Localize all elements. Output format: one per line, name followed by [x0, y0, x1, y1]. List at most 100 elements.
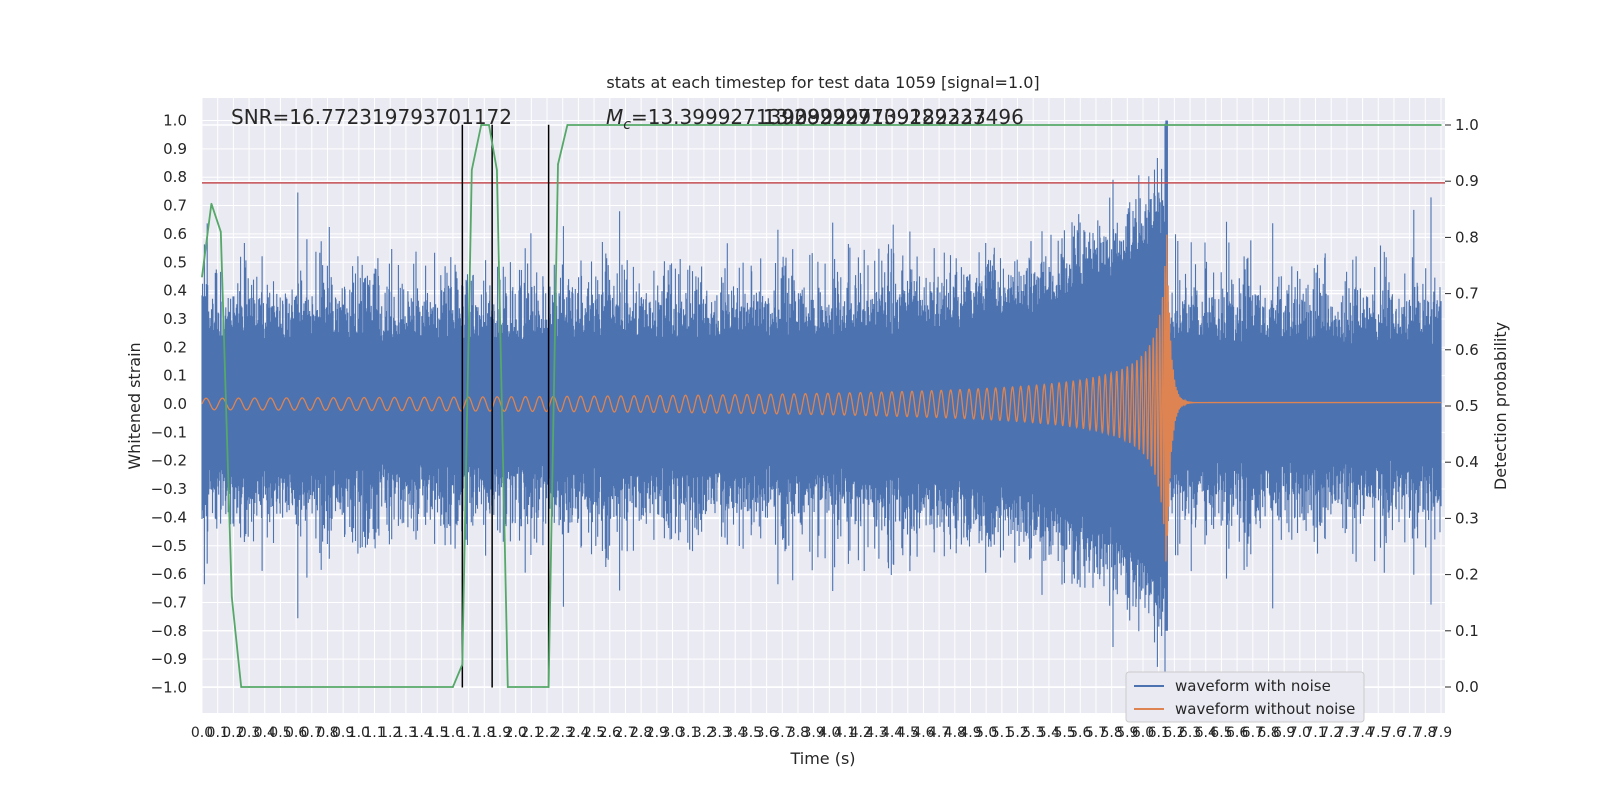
probability-point-17	[566, 124, 569, 126]
series-detection-probability	[201, 124, 1442, 688]
probability-point-10	[488, 124, 490, 126]
x-tick-label-70: 7.0	[1289, 725, 1311, 741]
probability-point-5	[248, 686, 250, 688]
probability-point-15	[547, 686, 550, 688]
overlapped-annotation-value: 13.399927139282227	[763, 105, 986, 129]
x-tick-label-60: 6.0	[1132, 725, 1154, 741]
y-tick-label-2: 0.8	[163, 168, 187, 186]
x-tick-label-63: 6.3	[1179, 725, 1201, 741]
x-tick-label-45: 4.5	[897, 725, 919, 741]
chirp-mass-subscript: c	[623, 117, 631, 133]
y-tick-label-14: −0.4	[151, 508, 187, 526]
x-tick-label-55: 5.5	[1053, 725, 1075, 741]
probability-point-9	[480, 124, 483, 126]
x-tick-label-27: 2.7	[614, 725, 636, 741]
x-tick-label-35: 3.5	[740, 725, 762, 741]
x-tick-label-15: 1.5	[426, 725, 448, 741]
legend: waveform with noise waveform without noi…	[1125, 671, 1365, 723]
x-tick-label-10: 1.0	[348, 725, 370, 741]
snr-annotation: SNR=16.772319793701172	[231, 105, 512, 129]
x-tick-label-9: 0.9	[332, 725, 354, 741]
y-tick-label-7: 0.3	[163, 310, 187, 328]
y-tick-label-19: −0.9	[151, 650, 187, 668]
x-tick-label-5: 0.5	[269, 725, 291, 741]
x-tick-label-51: 5.1	[991, 725, 1013, 741]
y-tick-label-16: −0.6	[151, 565, 187, 583]
x-tick-label-20: 2.0	[505, 725, 527, 741]
y-tick-label-12: −0.2	[151, 452, 187, 470]
x-tick-label-53: 5.3	[1022, 725, 1044, 741]
merger-time-annotation: 1.9099999709129333496	[763, 105, 1024, 129]
chirp-mass-annotation: Mc=13.399927139282227	[606, 105, 870, 133]
x-tick-label-29: 2.9	[646, 725, 668, 741]
y2-tick-label-7: 0.3	[1455, 509, 1479, 527]
probability-point-18	[1440, 124, 1442, 126]
vertical-lines	[461, 124, 550, 688]
x-tick-label-34: 3.4	[724, 725, 746, 741]
x-tick-label-7: 0.7	[301, 725, 323, 741]
x-tick-label-38: 3.8	[787, 725, 809, 741]
chirp-mass-value: =13.399927139282227	[631, 105, 870, 129]
probability-point-16	[557, 163, 559, 166]
y-tick-label-17: −0.7	[151, 593, 187, 611]
x-tick-label-57: 5.7	[1085, 725, 1107, 741]
y-tick-label-15: −0.5	[151, 537, 187, 555]
x-tick-label-48: 4.8	[944, 725, 966, 741]
y-tick-label-13: −0.3	[151, 480, 187, 498]
x-tick-label-56: 5.6	[1069, 725, 1091, 741]
y2-axis-label: Detection probability	[1491, 322, 1510, 490]
x-tick-label-13: 1.3	[395, 725, 417, 741]
y-tick-label-6: 0.4	[163, 282, 187, 300]
x-tick-label-21: 2.1	[520, 725, 542, 741]
x-tick-label-71: 7.1	[1304, 725, 1326, 741]
y-tick-label-5: 0.5	[163, 253, 187, 271]
x-tick-label-72: 7.2	[1320, 725, 1342, 741]
x-tick-label-30: 3.0	[661, 725, 683, 741]
x-tick-label-12: 1.2	[379, 725, 401, 741]
x-tick-label-78: 7.8	[1414, 725, 1436, 741]
y-tick-label-1: 0.9	[163, 140, 187, 158]
x-tick-label-50: 5.0	[975, 725, 997, 741]
y2-axis-ticks: 1.0 0.9 0.8 0.7 0.6 0.5 0.4 0.3 0.2 0.1 0.0	[1445, 116, 1479, 696]
x-tick-label-42: 4.2	[850, 725, 872, 741]
legend-label-clean: waveform without noise	[1175, 700, 1355, 718]
x-tick-label-16: 1.6	[442, 725, 464, 741]
x-tick-label-66: 6.6	[1226, 725, 1248, 741]
x-tick-label-52: 5.2	[1006, 725, 1028, 741]
probability-point-8	[471, 169, 473, 171]
x-axis-label: Time (s)	[789, 749, 855, 768]
x-tick-label-68: 6.8	[1257, 725, 1279, 741]
x-tick-label-0: 0.0	[191, 725, 213, 741]
x-tick-label-61: 6.1	[1148, 725, 1170, 741]
probability-point-6	[452, 686, 454, 688]
y2-tick-label-5: 0.5	[1455, 397, 1479, 415]
x-tick-label-31: 3.1	[677, 725, 699, 741]
probability-point-2	[220, 231, 222, 233]
x-tick-label-25: 2.5	[583, 725, 605, 741]
y2-tick-label-0: 1.0	[1455, 116, 1479, 134]
y-tick-label-18: −0.8	[151, 622, 187, 640]
series-waveform-without-noise	[201, 234, 1441, 562]
x-tick-label-3: 0.3	[238, 725, 260, 741]
probability-point-4	[240, 686, 242, 688]
probability-point-11	[496, 169, 498, 171]
x-tick-label-22: 2.2	[536, 725, 558, 741]
x-tick-label-39: 3.9	[803, 725, 825, 741]
x-tick-label-74: 7.4	[1351, 725, 1373, 741]
x-tick-label-17: 1.7	[457, 725, 479, 741]
y-axis-label: Whitened strain	[125, 342, 144, 469]
x-tick-label-44: 4.4	[881, 725, 903, 741]
clean-waveform-path	[201, 234, 1441, 562]
y-tick-label-9: 0.1	[163, 367, 187, 385]
x-tick-label-37: 3.7	[771, 725, 793, 741]
x-tick-label-69: 6.9	[1273, 725, 1295, 741]
probability-point-7	[461, 663, 464, 666]
x-tick-label-33: 3.3	[708, 725, 730, 741]
x-tick-label-54: 5.4	[1038, 725, 1060, 741]
x-tick-label-11: 1.1	[363, 725, 385, 741]
y2-tick-label-8: 0.2	[1455, 566, 1479, 584]
x-tick-label-26: 2.6	[599, 725, 621, 741]
y2-tick-label-6: 0.4	[1455, 453, 1479, 471]
x-tick-label-67: 6.7	[1242, 725, 1264, 741]
x-axis-ticks: 0.00.10.20.30.40.50.60.70.80.91.01.11.21…	[191, 725, 1452, 741]
